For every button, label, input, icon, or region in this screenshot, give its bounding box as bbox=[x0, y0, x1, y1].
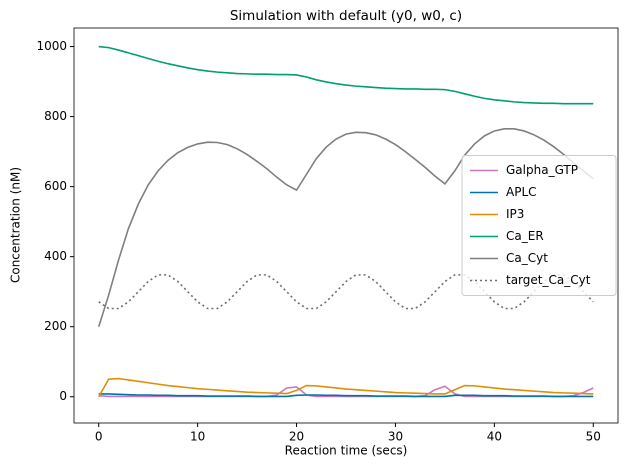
y-axis-label: Concentration (nM) bbox=[9, 167, 23, 283]
legend-label: Galpha_GTP bbox=[506, 163, 578, 177]
chart-title: Simulation with default (y0, w0, c) bbox=[230, 8, 462, 24]
y-tick-label: 0 bbox=[59, 389, 67, 403]
plot-frame bbox=[73, 27, 619, 424]
y-tick-label: 400 bbox=[44, 249, 67, 263]
x-axis-label: Reaction time (secs) bbox=[285, 444, 408, 458]
y-tick-label: 600 bbox=[44, 179, 67, 193]
series-line bbox=[98, 393, 594, 398]
series-line bbox=[98, 274, 594, 310]
x-tick-label: 10 bbox=[190, 430, 205, 444]
y-tick-label: 200 bbox=[44, 319, 67, 333]
legend-label: Ca_Cyt bbox=[506, 251, 548, 265]
x-tick-label: 0 bbox=[95, 430, 103, 444]
series-line bbox=[97, 128, 594, 327]
series-line bbox=[98, 377, 594, 398]
legend-label: IP3 bbox=[506, 207, 524, 221]
legend-label: Ca_ER bbox=[506, 229, 544, 243]
x-tick-label: 50 bbox=[586, 430, 601, 444]
legend-label: target_Ca_Cyt bbox=[506, 273, 591, 287]
legend-label: APLC bbox=[506, 185, 537, 199]
x-tick-label: 20 bbox=[289, 430, 304, 444]
x-tick-label: 40 bbox=[487, 430, 502, 444]
y-tick-label: 800 bbox=[44, 109, 67, 123]
x-tick-label: 30 bbox=[388, 430, 403, 444]
legend-box bbox=[461, 155, 617, 296]
y-tick-label: 1000 bbox=[36, 39, 67, 53]
series-line bbox=[98, 45, 594, 105]
